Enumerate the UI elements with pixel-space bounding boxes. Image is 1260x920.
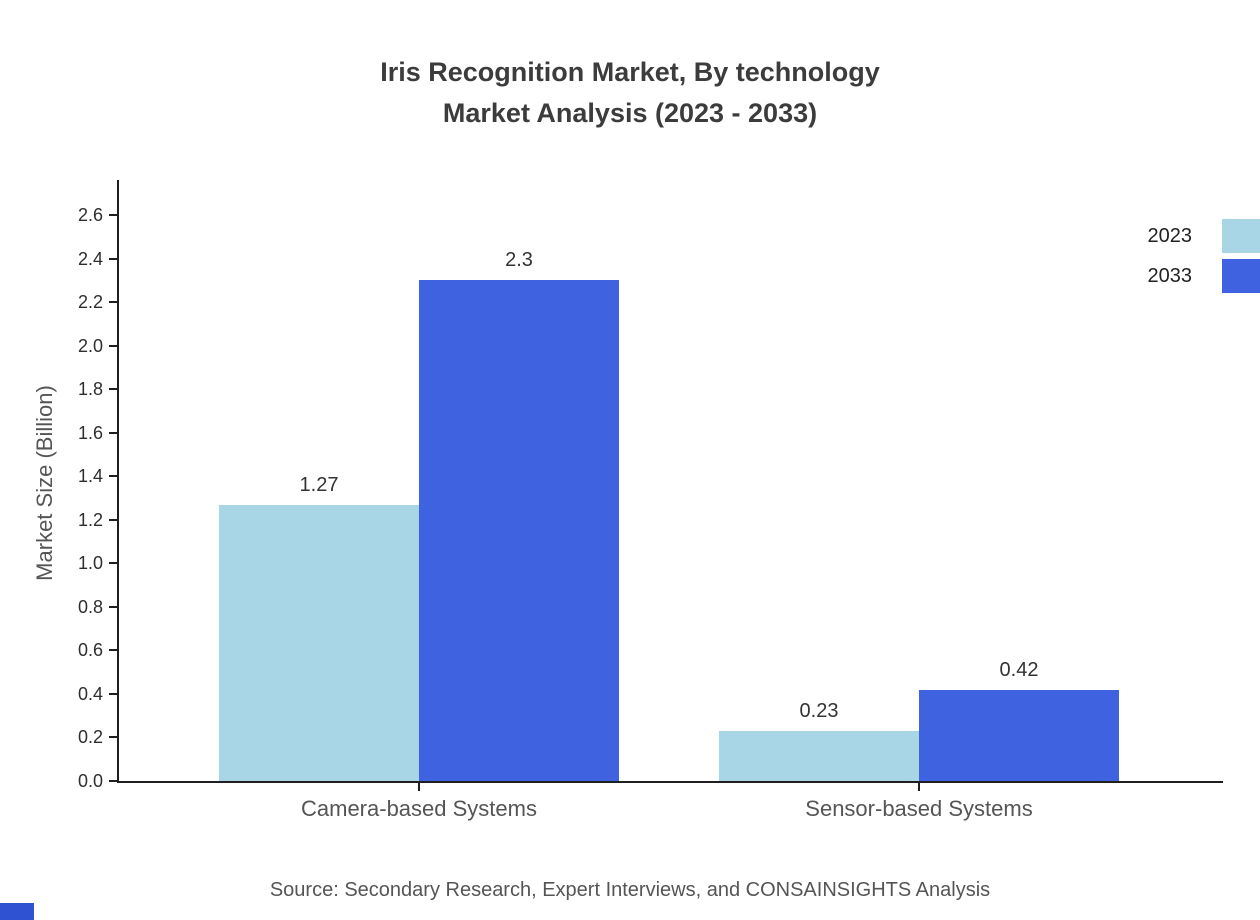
y-tick-mark [109, 562, 117, 565]
x-tick-mark [418, 783, 420, 791]
bar-2023-camera [219, 504, 419, 781]
category-label-sensor: Sensor-based Systems [805, 796, 1033, 821]
bar-2033-camera [419, 280, 619, 781]
y-tick-label: 1.0 [77, 553, 103, 574]
bottom-left-accent [0, 903, 34, 920]
y-tick-label: 2.0 [77, 335, 103, 356]
y-axis-line [117, 180, 119, 783]
y-tick-label: 1.4 [77, 466, 103, 487]
legend-swatch [1222, 259, 1260, 293]
y-tick-label: 0.2 [77, 727, 103, 748]
y-tick-mark [109, 388, 117, 391]
legend-label: 2033 [1147, 264, 1193, 287]
legend-swatch [1222, 219, 1260, 253]
y-tick-label: 0.0 [77, 771, 103, 791]
y-tick-label: 0.8 [77, 596, 103, 617]
y-tick-label: 2.6 [77, 205, 103, 225]
bar-value-label: 0.23 [799, 699, 839, 722]
y-tick-label: 1.2 [77, 509, 103, 530]
y-tick-label: 1.6 [77, 422, 103, 443]
y-tick-label: 0.4 [77, 683, 103, 704]
y-tick-mark [109, 605, 117, 608]
y-tick-mark [109, 649, 117, 652]
chart-title: Iris Recognition Market, By technology M… [0, 52, 1260, 134]
x-tick-mark [918, 783, 920, 791]
legend-label: 2023 [1147, 224, 1193, 247]
y-tick-label: 1.8 [77, 379, 103, 400]
category-label-camera: Camera-based Systems [301, 796, 537, 821]
y-tick-mark [109, 214, 117, 216]
y-tick-mark [109, 692, 117, 695]
bar-value-label: 1.27 [299, 473, 339, 496]
y-tick-mark [109, 736, 117, 739]
bar-value-label: 0.42 [999, 658, 1039, 681]
legend: 2023 2033 [1148, 218, 1260, 298]
y-tick-mark [109, 518, 117, 521]
y-tick-mark [109, 344, 117, 347]
chart-title-line1: Iris Recognition Market, By technology [380, 57, 880, 87]
y-tick-mark [109, 475, 117, 478]
source-note: Source: Secondary Research, Expert Inter… [269, 879, 991, 901]
bar-2023-sensor [719, 730, 919, 781]
y-tick-label: 2.4 [77, 248, 103, 269]
y-tick-label: 0.6 [77, 640, 103, 661]
y-tick-mark [109, 780, 117, 782]
legend-item-2023: 2023 [1148, 218, 1260, 254]
legend-item-2033: 2033 [1148, 258, 1260, 294]
chart-title-line2: Market Analysis (2023 - 2033) [442, 98, 818, 128]
y-tick-mark [109, 257, 117, 260]
y-tick-label: 2.2 [77, 292, 103, 313]
y-tick-mark [109, 301, 117, 304]
bar-value-label: 2.3 [505, 249, 533, 272]
x-axis-line [117, 781, 1223, 783]
bar-2033-sensor [919, 689, 1119, 781]
y-tick-mark [109, 431, 117, 434]
